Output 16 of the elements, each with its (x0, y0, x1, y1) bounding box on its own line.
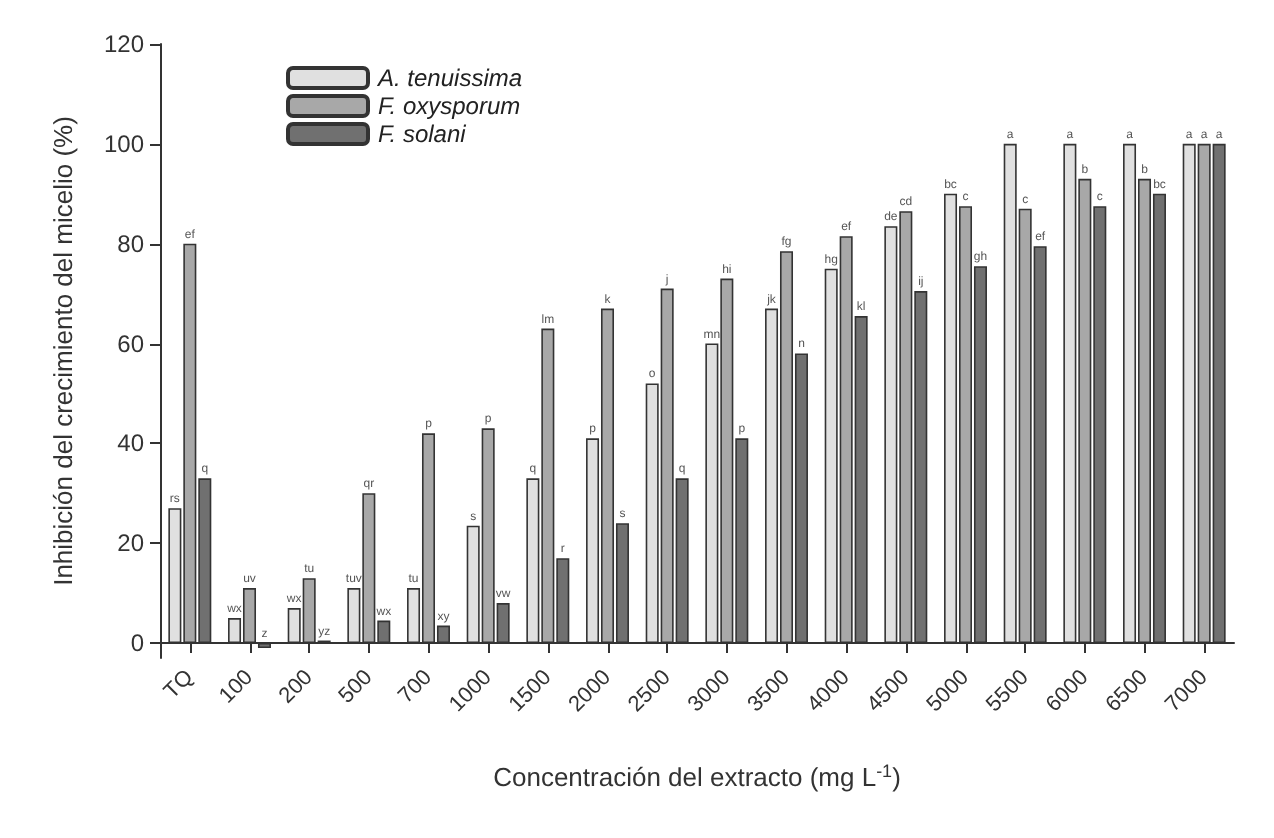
y-tick-label: 120 (103, 30, 145, 58)
x-tick-label: TQ (159, 664, 199, 705)
y-tick-label: 80 (117, 229, 145, 258)
y-tick-label: 0 (130, 629, 145, 658)
y-tick-label: 40 (117, 429, 145, 458)
y-axis-title: Inhibición del crecimiento del micelio (%) (48, 116, 78, 586)
legend-label: F. oxysporum (378, 92, 521, 120)
y-tick-label: 60 (117, 329, 145, 358)
x-tick-label: 200 (274, 665, 318, 709)
x-tick-label: 700 (394, 665, 437, 709)
y-tick-label: 20 (117, 529, 145, 558)
legend-label: F. solani (378, 120, 467, 148)
x-tick-label: 100 (215, 665, 258, 709)
legend-label: A. tenuissima (376, 64, 523, 92)
y-tick-label: 100 (103, 129, 145, 158)
x-tick-label: 500 (334, 665, 378, 709)
